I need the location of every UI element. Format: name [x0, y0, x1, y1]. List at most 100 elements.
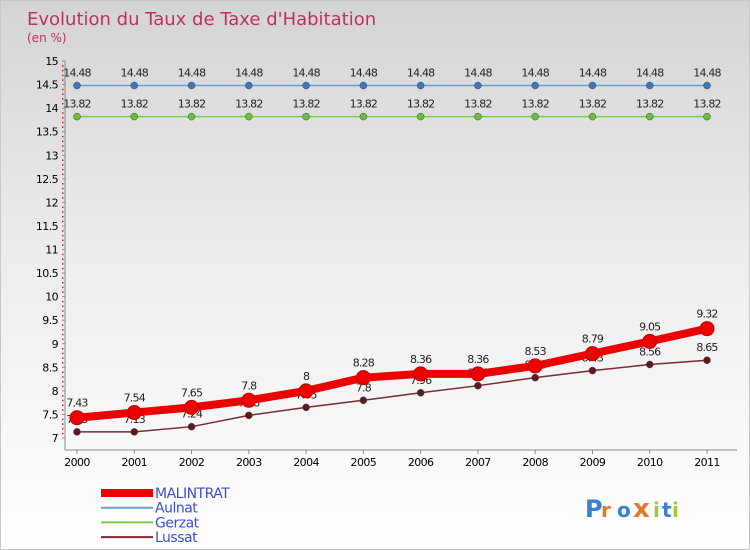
- y-minor-tick: [62, 310, 64, 312]
- series-layer: 14.48 14.48 14.48 14.48 14.48 14.48 14.48 14.48…: [63, 67, 722, 436]
- y-minor-tick: [62, 314, 64, 317]
- data-label: 13.82: [178, 98, 206, 111]
- data-point: [302, 81, 310, 90]
- data-label: 14.48: [121, 67, 149, 80]
- y-minor-tick: [62, 385, 64, 388]
- legend-label: MALINTRAT: [155, 486, 230, 502]
- data-label: 8: [303, 370, 310, 383]
- data-point: [703, 81, 711, 90]
- y-tick-label: 10.5: [36, 267, 59, 280]
- data-point: [187, 422, 196, 431]
- y-minor-tick: [62, 159, 64, 161]
- data-point: [130, 112, 139, 121]
- x-tick-label: 2005: [351, 456, 377, 469]
- series-aulnat: 14.48 14.48 14.48 14.48 14.48 14.48 14.48 14.48…: [63, 67, 722, 90]
- y-minor-tick: [62, 140, 64, 143]
- x-tick-label: 2008: [522, 456, 548, 469]
- data-point: [527, 358, 543, 374]
- data-label: 8.65: [696, 341, 718, 354]
- y-minor-tick: [62, 300, 64, 303]
- y-minor-tick: [62, 230, 64, 232]
- data-point: [531, 112, 539, 121]
- y-minor-tick: [62, 404, 64, 407]
- data-point: [531, 81, 539, 90]
- data-label: 7.43: [66, 397, 88, 410]
- y-tick-label: 14: [45, 102, 58, 115]
- data-point: [474, 381, 482, 390]
- y-minor-tick: [62, 423, 64, 425]
- y-minor-tick: [62, 305, 64, 308]
- y-minor-tick: [62, 183, 64, 185]
- y-minor-tick: [62, 69, 64, 72]
- data-label: 8.36: [467, 353, 489, 366]
- y-axis-ticks: 7 7.5 8 8.5 9 9.5 10 10.5 11 11.5 12 12.5 13 13.5 14 14…: [36, 55, 65, 445]
- y-tick-label: 13.5: [36, 126, 59, 139]
- data-point: [302, 112, 310, 121]
- data-point: [474, 112, 482, 121]
- data-point: [588, 366, 597, 375]
- y-minor-tick: [62, 409, 64, 411]
- series-line: [76, 359, 708, 433]
- logo-letter: o: [617, 498, 631, 522]
- data-label: 13.82: [292, 98, 320, 111]
- data-point: [645, 81, 654, 90]
- data-point: [699, 321, 715, 337]
- data-label: 8.56: [639, 345, 661, 358]
- data-point: [588, 81, 597, 90]
- y-minor-tick: [62, 357, 64, 359]
- y-minor-tick: [62, 126, 64, 128]
- y-tick-label: 15: [45, 55, 58, 68]
- data-label: 14.48: [350, 67, 378, 80]
- y-tick-label: 9.5: [42, 314, 58, 327]
- y-tick-label: 11: [45, 244, 58, 257]
- y-tick-label: 13: [45, 149, 58, 162]
- x-tick-label: 2003: [236, 456, 262, 469]
- y-minor-tick: [62, 432, 64, 435]
- y-minor-tick: [62, 428, 64, 430]
- logo-letter: P: [585, 495, 603, 523]
- y-minor-tick: [62, 206, 64, 209]
- data-point: [470, 366, 486, 382]
- y-minor-tick: [62, 347, 64, 350]
- data-point: [359, 81, 368, 90]
- data-point: [645, 360, 654, 369]
- data-label: 14.48: [407, 67, 435, 80]
- data-label: 7.8: [241, 379, 257, 392]
- data-label: 8.28: [353, 357, 375, 370]
- legend-label: Lussat: [155, 530, 198, 546]
- y-minor-tick: [62, 263, 64, 265]
- y-minor-tick: [62, 74, 64, 77]
- y-minor-tick: [62, 197, 64, 199]
- data-point: [245, 81, 253, 90]
- data-label: 13.82: [121, 98, 149, 111]
- data-label: 13.82: [636, 98, 664, 111]
- y-minor-tick: [62, 338, 64, 341]
- x-tick-label: 2000: [64, 456, 90, 469]
- data-point: [474, 81, 482, 90]
- y-minor-tick: [62, 267, 64, 270]
- y-minor-tick: [62, 291, 64, 293]
- y-tick-label: 12.5: [36, 173, 59, 186]
- y-tick-label: 7: [52, 432, 59, 445]
- y-minor-tick: [62, 380, 64, 383]
- y-tick-label: 8: [52, 385, 59, 398]
- data-label: 13.82: [407, 98, 435, 111]
- data-point: [416, 81, 425, 90]
- data-label: 13.82: [693, 98, 721, 111]
- series-lussat: 7.137.137.247.487.657.87.968.118.288.438…: [66, 341, 719, 436]
- data-label: 14.48: [292, 67, 320, 80]
- data-label: 14.48: [636, 67, 664, 80]
- data-point: [645, 112, 654, 121]
- y-minor-tick: [62, 98, 64, 100]
- x-tick-label: 2011: [694, 456, 720, 469]
- data-point: [73, 428, 81, 436]
- y-minor-tick: [62, 220, 64, 223]
- data-label: 9.05: [639, 320, 661, 333]
- y-minor-tick: [62, 395, 64, 397]
- data-label: 14.48: [63, 67, 91, 80]
- y-minor-tick: [62, 79, 64, 81]
- data-point: [584, 346, 600, 362]
- x-tick-label: 2007: [465, 456, 491, 469]
- y-minor-tick: [62, 216, 64, 218]
